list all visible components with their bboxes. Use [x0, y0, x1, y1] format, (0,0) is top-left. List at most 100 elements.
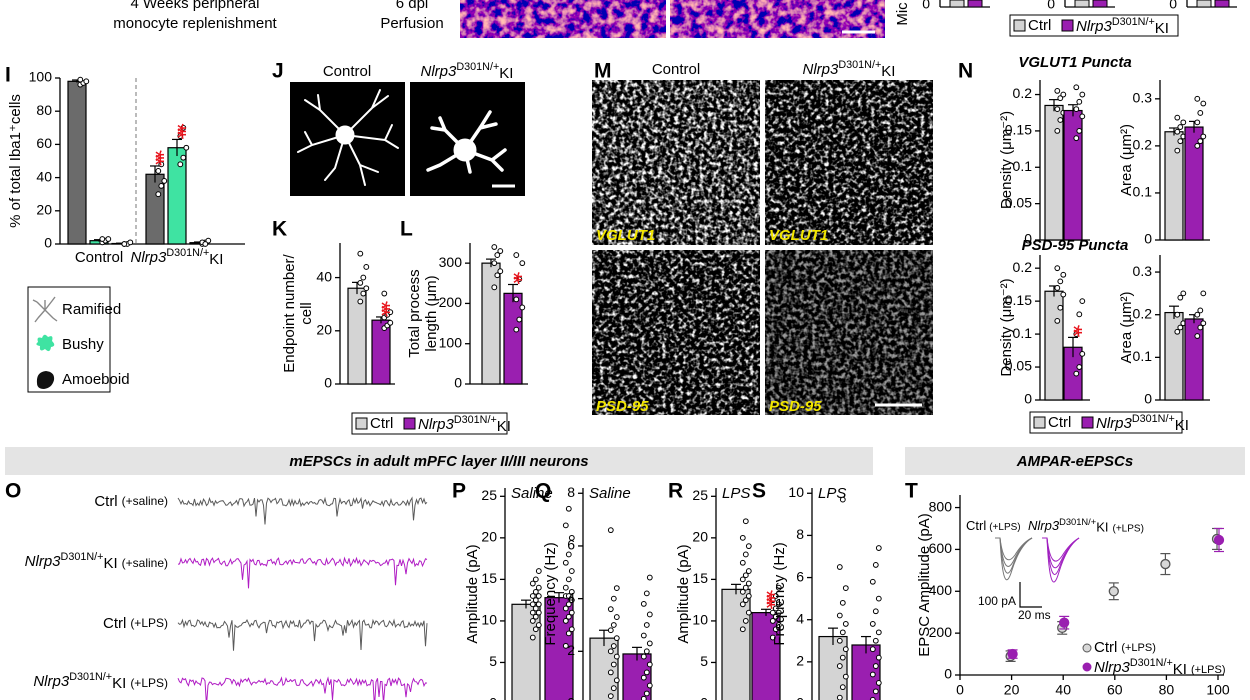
condition: (+LPS)	[989, 522, 1020, 533]
y-tick-label: 0	[796, 695, 804, 700]
genotype-label: Nlrp3D301N/+KI	[418, 414, 511, 435]
bar	[347, 287, 367, 385]
y-tick-label: 200	[439, 294, 463, 310]
data-point	[529, 601, 536, 608]
data-point	[1076, 311, 1083, 318]
data-point	[532, 626, 539, 633]
section-header	[5, 447, 873, 475]
data-point	[775, 584, 782, 591]
y-tick-label: 0	[1144, 391, 1152, 407]
y-tick-label: 80	[36, 102, 52, 118]
data-point	[613, 653, 620, 660]
data-point	[640, 674, 647, 681]
data-point	[1174, 114, 1181, 121]
x-tick-label: 20	[1004, 682, 1020, 698]
data-point	[745, 580, 752, 587]
condition: (+LPS)	[130, 616, 168, 630]
scale-label: 100 pA	[978, 594, 1016, 608]
x-tick-label: 80	[1159, 682, 1175, 698]
data-point	[1057, 304, 1064, 311]
top-text: Perfusion	[380, 15, 443, 32]
ramified-icon	[32, 296, 58, 323]
gene-name: Nlrp3	[1028, 518, 1060, 533]
genotype-label: Nlrp3D301N/+KI (+saline)	[25, 551, 168, 572]
data-point	[83, 78, 90, 85]
data-point	[491, 244, 498, 250]
legend-label: Ctrl	[1048, 414, 1071, 431]
x-tick-label: 0	[956, 682, 964, 698]
data-point	[491, 260, 498, 267]
panel-letter: L	[400, 218, 413, 241]
bar	[503, 292, 523, 385]
data-point	[607, 693, 614, 699]
data-point	[875, 595, 882, 602]
inset-label: Ctrl (+LPS)	[966, 518, 1021, 533]
data-point	[360, 290, 367, 297]
y-tick-label: 0.2	[1013, 85, 1033, 101]
data-point	[513, 326, 520, 333]
y-tick-label: 20	[692, 529, 708, 545]
suffix: KI	[881, 63, 895, 80]
legend-name: Ctrl	[1094, 639, 1117, 656]
data-point	[1200, 133, 1207, 140]
y-axis-label: cell	[298, 302, 315, 325]
data-point	[1073, 370, 1080, 377]
data-point	[529, 580, 536, 587]
data-point	[1197, 324, 1204, 331]
section-title: mEPSCs in adult mPFC layer II/III neuron…	[289, 453, 588, 470]
x-tick-label: 40	[1055, 682, 1071, 698]
data-point	[742, 551, 749, 558]
bar-chart: 0 0.1 0.2 0.3 Area (μm²)	[1118, 255, 1210, 407]
data-point	[742, 518, 749, 525]
data-point	[180, 154, 187, 161]
image-label: VGLUT1	[769, 227, 828, 244]
data-point	[643, 690, 650, 697]
bar	[818, 635, 848, 700]
y-tick-label: 0.3	[1133, 90, 1153, 106]
bar-stub	[1196, 0, 1212, 8]
y-tick-label: 8	[796, 526, 804, 542]
y-tick-label: 0	[1024, 231, 1032, 247]
data-point	[875, 629, 882, 636]
condition: (+LPS)	[130, 676, 168, 690]
label: Ctrl	[103, 615, 126, 632]
data-point	[155, 168, 162, 174]
data-point	[610, 685, 617, 692]
y-tick-label: 0.1	[1013, 325, 1033, 341]
data-point	[158, 161, 165, 168]
significance: ***	[142, 150, 169, 166]
data-point	[646, 611, 653, 618]
bar	[721, 588, 751, 700]
data-point	[869, 621, 876, 627]
panel-letter: M	[594, 60, 612, 83]
bar-stub	[1214, 0, 1230, 8]
data-point	[640, 601, 647, 607]
y-tick-label: 100	[29, 69, 53, 85]
image-texture	[592, 250, 760, 415]
chart-title: Saline	[511, 485, 553, 502]
data-point	[769, 634, 776, 641]
bar	[167, 147, 187, 245]
data-point	[1059, 617, 1070, 628]
label: Ctrl	[966, 518, 986, 533]
chart-title: LPS	[818, 485, 846, 502]
data-point	[872, 637, 879, 644]
condition: (+saline)	[122, 494, 168, 508]
data-point	[161, 178, 168, 184]
top-text: 6 dpi	[396, 0, 429, 12]
bar-stub	[949, 0, 965, 8]
y-tick-label: 0.15	[1005, 122, 1032, 138]
y-tick-label: 400	[929, 582, 953, 598]
y-tick-label: 6	[567, 537, 575, 553]
y-axis-label: % of total Iba1⁺cells	[7, 94, 24, 228]
data-point	[562, 522, 569, 529]
allele: D301N/+	[1059, 517, 1096, 527]
data-point	[562, 584, 569, 591]
y-tick-label: 2	[796, 653, 804, 669]
scale-label: 20 ms	[1018, 608, 1051, 622]
panel-letter: T	[905, 480, 918, 503]
trace	[177, 676, 428, 700]
chart-title: Saline	[589, 485, 631, 502]
y-tick-label: 6	[796, 568, 804, 584]
